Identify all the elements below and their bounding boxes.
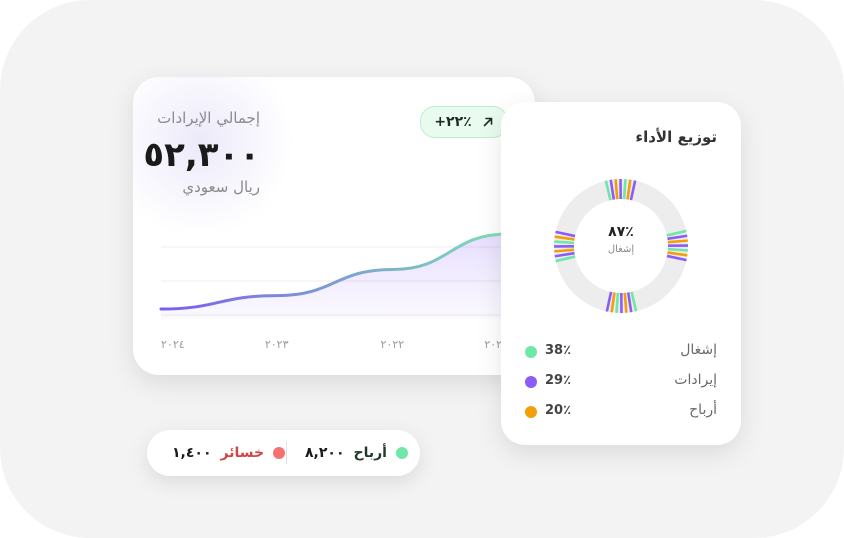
donut-stripe (622, 179, 627, 200)
donut-stripe (555, 255, 576, 263)
legend-label: إيرادات (674, 372, 717, 388)
revenue-unit: ريال سعودي (182, 178, 260, 196)
x-axis-label: ٢٠٢٤ (161, 338, 185, 351)
revenue-title: إجمالي الإيرادات (157, 109, 260, 127)
donut-stripe (614, 179, 619, 200)
legend-label: إشغال (680, 342, 717, 358)
donut-center-label: إشغال (607, 244, 635, 255)
legend-dot (525, 346, 537, 358)
donut-stripe (667, 251, 688, 257)
x-axis-label: ٢٠٢٣ (265, 338, 289, 351)
donut-stripe (666, 229, 687, 237)
legend-value: 29٪ (545, 373, 572, 388)
revenue-chart: ٢٠٢٤ ٢٠٢٣ ٢٠٢٢ ٢٠٢١ (159, 228, 514, 351)
loss-item: خسائر ١,٤٠٠ (172, 430, 286, 476)
donut-stripe (623, 292, 628, 313)
donut-stripe (554, 251, 575, 258)
legend-item-revenue: 29٪ إيرادات (525, 370, 717, 394)
donut-stripe (666, 254, 687, 262)
change-badge-text: +٢٢٪ (434, 114, 472, 130)
legend-label: أرباح (689, 402, 717, 418)
legend-dot (525, 376, 537, 388)
donut-stripe (629, 180, 637, 201)
revenue-value: ٥٢,٣٠٠ (143, 135, 260, 175)
legend-value: 20٪ (545, 403, 572, 418)
arrow-up-right-icon (483, 117, 492, 127)
donut-stripe (554, 235, 575, 241)
legend-item-occupancy: 38٪ إشغال (525, 340, 717, 364)
change-badge: +٢٢٪ (420, 106, 508, 138)
performance-donut-chart (553, 178, 689, 314)
donut-center-value: ٨٧٪ (608, 224, 634, 240)
profit-value: ٨,٢٠٠ (305, 445, 345, 461)
legend-dot (525, 406, 537, 418)
donut-stripe (609, 179, 616, 200)
performance-card: توزيع الأداء ٨٧٪ إشغال 38٪ إشغال 29٪ إير… (501, 102, 741, 445)
loss-label: خسائر (220, 445, 265, 461)
profit-dot (395, 447, 408, 459)
legend-item-profit: 20٪ أرباح (525, 400, 717, 424)
loss-value: ١,٤٠٠ (172, 445, 212, 461)
loss-dot (273, 447, 286, 459)
profit-loss-card: خسائر ١,٤٠٠ أرباح ٨,٢٠٠ (147, 430, 420, 476)
donut-stripe (605, 291, 613, 312)
donut-stripe (626, 179, 632, 200)
donut-stripe (667, 239, 688, 244)
donut-stripe (604, 180, 612, 201)
donut-stripe (626, 292, 633, 313)
profit-label: أرباح (353, 445, 387, 461)
donut-stripe (610, 292, 616, 313)
divider (286, 442, 287, 464)
donut-stripe (615, 292, 620, 313)
performance-title: توزيع الأداء (635, 128, 717, 146)
donut-stripe (667, 234, 688, 241)
profit-item: أرباح ٨,٢٠٠ (305, 430, 408, 476)
donut-stripe (554, 248, 575, 253)
legend-value: 38٪ (545, 343, 572, 358)
revenue-card: إجمالي الإيرادات ٥٢,٣٠٠ ريال سعودي +٢٢٪ … (133, 77, 535, 375)
donut-stripe (667, 247, 688, 252)
donut-center: ٨٧٪ إشغال (551, 224, 691, 255)
donut-stripe (630, 291, 638, 312)
donut-stripe (555, 230, 576, 238)
donut-stripe (554, 240, 575, 245)
chart-series-line (159, 232, 510, 311)
x-axis-label: ٢٠٢٢ (381, 338, 405, 351)
